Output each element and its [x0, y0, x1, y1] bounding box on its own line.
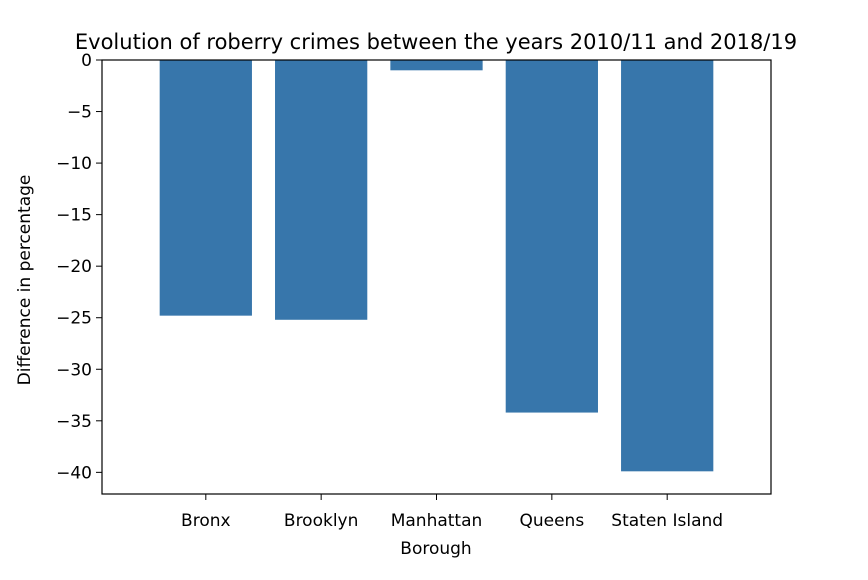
- plot-frame: [101, 59, 772, 495]
- x-tick-label: Manhattan: [391, 511, 483, 531]
- bar-staten-island: [621, 60, 714, 472]
- y-tick-label: −35: [56, 412, 92, 432]
- y-tick-label: −5: [67, 103, 92, 123]
- y-axis-label: Difference in percentage: [15, 175, 35, 386]
- bar-brooklyn: [275, 60, 368, 320]
- y-tick-label: −15: [56, 206, 92, 226]
- chart-title: Evolution of roberry crimes between the …: [75, 30, 797, 54]
- y-tick-label: −20: [56, 257, 92, 277]
- x-tick-label: Brooklyn: [284, 511, 358, 531]
- bar-queens: [505, 60, 598, 413]
- bars-layer: [159, 60, 714, 472]
- y-tick-label: −25: [56, 309, 92, 329]
- x-axis: Bronx Brooklyn Manhattan Queens Staten Islan…: [181, 494, 723, 531]
- x-tick-label: Bronx: [181, 511, 231, 531]
- y-tick-label: −40: [56, 463, 92, 483]
- y-tick-label: 0: [81, 51, 92, 71]
- x-axis-label: Borough: [400, 539, 471, 559]
- x-tick-label: Queens: [519, 511, 584, 531]
- bar-manhattan: [390, 60, 483, 71]
- y-tick-label: −30: [56, 360, 92, 380]
- x-tick-label: Staten Island: [611, 511, 723, 531]
- bar-bronx: [159, 60, 252, 316]
- y-axis: 0 −5 −10 −15 −20 −25 −30 −35 −40: [56, 51, 102, 483]
- y-tick-label: −10: [56, 154, 92, 174]
